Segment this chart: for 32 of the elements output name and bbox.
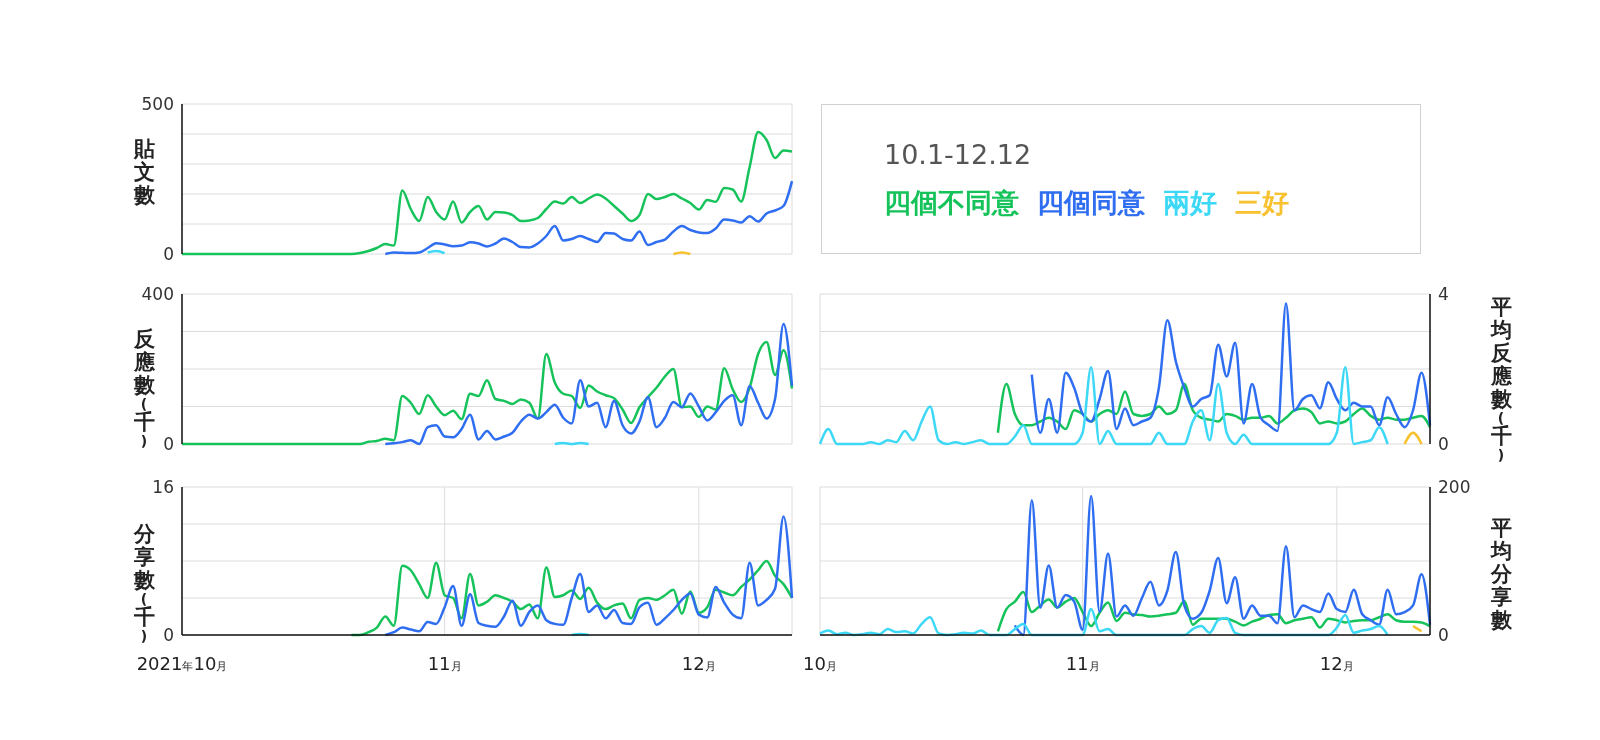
line-series: [384, 515, 794, 637]
line-series: [1030, 302, 1432, 434]
y-tick-label: 0: [163, 434, 174, 455]
legend-label: 兩好: [1163, 187, 1217, 218]
y-axis-title: 平均分享數: [1490, 516, 1512, 632]
x-tick-label: 2021年10月: [136, 653, 228, 674]
y-tick-label: 0: [163, 244, 174, 265]
y-tick-label: 400: [141, 284, 174, 305]
y-tick-label: 16: [152, 477, 174, 498]
line-series: [818, 365, 1389, 446]
y-tick-label: 4: [1438, 284, 1449, 305]
y-tick-label: 200: [1438, 477, 1471, 498]
y-axis-title: 分享數(千): [133, 522, 155, 644]
y-tick-label: 0: [1438, 434, 1449, 455]
y-axis-title: 貼文數: [133, 137, 155, 207]
x-tick-label: 12月: [1319, 653, 1354, 674]
x-tick-label: 11月: [1065, 653, 1100, 674]
x-tick-label: 10月: [803, 653, 837, 674]
text: 10.1-12.12: [884, 139, 1032, 170]
line-series: [384, 322, 794, 446]
legend-label: 三好: [1235, 187, 1289, 218]
y-tick-label: 0: [1438, 625, 1449, 646]
line-series: [384, 179, 794, 256]
legend-label: 四個同意: [1037, 187, 1145, 218]
y-axis-title: 反應數(千): [133, 327, 155, 449]
y-tick-label: 0: [163, 625, 174, 646]
y-axis-title: 平均反應數(千): [1490, 295, 1512, 463]
y-tick-label: 500: [141, 94, 174, 115]
x-tick-label: 11月: [427, 653, 462, 674]
line-series: [1013, 494, 1432, 637]
x-tick-label: 12月: [681, 653, 716, 674]
legend-label: 四個不同意: [884, 187, 1019, 218]
